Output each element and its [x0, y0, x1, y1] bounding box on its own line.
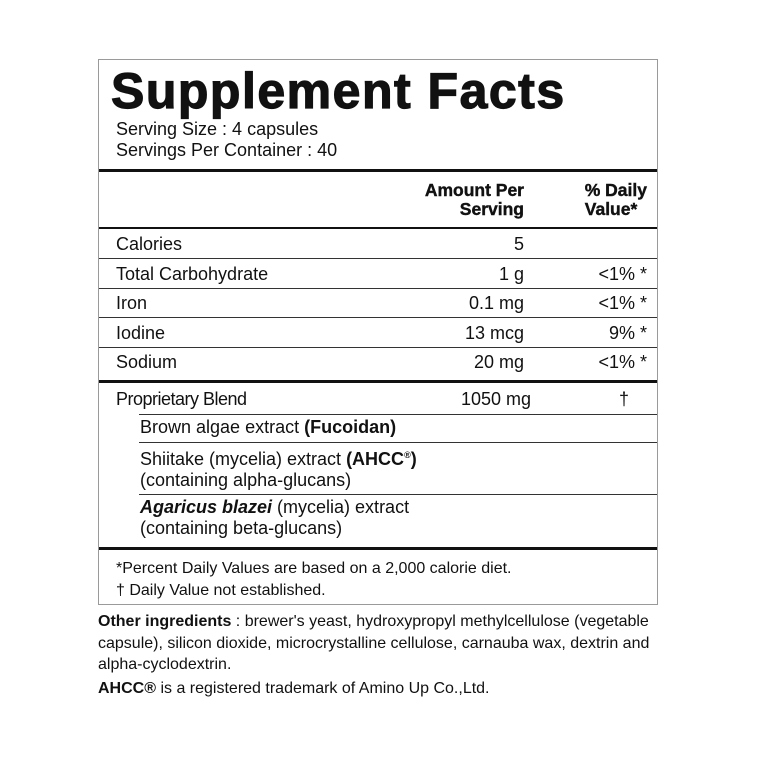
item-text: (containing beta-glucans): [140, 518, 343, 538]
header-line: Serving: [459, 199, 525, 219]
panel-title: Supplement Facts: [110, 62, 566, 119]
blend-item-fucoidan: Brown algae extract (Fucoidan): [140, 417, 396, 438]
serving-size: Serving Size : 4 capsules: [116, 119, 319, 139]
divider: [99, 227, 657, 229]
divider: [99, 547, 657, 550]
divider: [139, 494, 657, 495]
trademark-text: is a registered trademark of Amino Up Co…: [156, 680, 490, 697]
nutrient-row: Iodine 13 mcg 9% *: [99, 319, 657, 348]
divider: [99, 317, 657, 318]
item-italic: Agaricus blazei: [140, 497, 273, 517]
item-text: (containing alpha-glucans): [140, 470, 352, 490]
nutrient-row: Total Carbohydrate 1 g <1% *: [99, 260, 657, 289]
nutrient-row: Iron 0.1 mg <1% *: [99, 289, 657, 318]
nutrient-row: Calories 5: [99, 230, 657, 259]
daily-value-header: % Daily Value*: [584, 180, 648, 219]
blend-amount: 1050 mg: [460, 389, 531, 409]
other-ingredients: Other ingredients : brewer's yeast, hydr…: [98, 611, 668, 676]
nutrient-dv: <1% *: [598, 293, 647, 313]
nutrient-amount: 0.1 mg: [468, 293, 524, 313]
nutrient-dv: <1% *: [598, 263, 647, 284]
nutrient-name: Iron: [116, 293, 148, 313]
nutrient-name: Calories: [116, 234, 183, 254]
servings-per-container: Servings Per Container : 40: [116, 140, 338, 160]
nutrient-dv: 9% *: [608, 322, 647, 343]
nutrient-amount: 13 mcg: [464, 322, 524, 343]
item-text: (mycelia) extract: [272, 497, 410, 517]
registered-mark: ®: [404, 450, 411, 460]
item-bold: ): [410, 449, 417, 469]
nutrient-name: Total Carbohydrate: [116, 263, 269, 284]
nutrient-dv: <1% *: [598, 352, 647, 372]
divider: [139, 442, 657, 443]
nutrient-amount: 1 g: [498, 263, 524, 284]
blend-item-agaricus: Agaricus blazei (mycelia) extract (conta…: [140, 497, 409, 539]
other-ingredients-text: : brewer's yeast, hydroxypropyl methylce…: [98, 613, 650, 673]
divider: [99, 380, 657, 383]
header-line: Amount Per: [424, 180, 525, 200]
trademark-note: AHCC® is a registered trademark of Amino…: [98, 678, 668, 700]
nutrient-name: Sodium: [116, 352, 178, 372]
blend-name: Proprietary Blend: [116, 389, 247, 409]
divider: [99, 346, 657, 348]
footnote-daily-values: *Percent Daily Values are based on a 2,0…: [116, 560, 512, 577]
trademark-brand: AHCC®: [98, 680, 157, 697]
amount-per-serving-header: Amount Per Serving: [424, 180, 525, 219]
nutrient-name: Iodine: [116, 322, 166, 343]
divider: [99, 258, 657, 259]
blend-item-shiitake: Shiitake (mycelia) extract (AHCC®) (cont…: [140, 445, 417, 491]
footnote-dagger: † Daily Value not established.: [116, 582, 326, 599]
item-text: Shiitake (mycelia) extract: [140, 449, 347, 469]
divider: [99, 287, 657, 289]
item-text: Brown algae extract: [140, 417, 305, 437]
nutrient-amount: 5: [513, 234, 524, 254]
nutrient-amount: 20 mg: [473, 352, 524, 372]
item-bold: (AHCC: [346, 449, 405, 469]
other-ingredients-label: Other ingredients: [98, 613, 232, 630]
item-bold: (Fucoidan): [304, 417, 397, 437]
divider: [139, 414, 657, 415]
header-line: Value*: [584, 199, 638, 219]
supplement-facts-panel: Supplement Facts Serving Size : 4 capsul…: [98, 59, 658, 605]
blend-dv: †: [618, 389, 629, 409]
proprietary-blend-row: Proprietary Blend 1050 mg †: [99, 385, 657, 414]
header-line: % Daily: [584, 180, 648, 200]
nutrient-row: Sodium 20 mg <1% *: [99, 348, 657, 377]
divider: [99, 169, 657, 172]
